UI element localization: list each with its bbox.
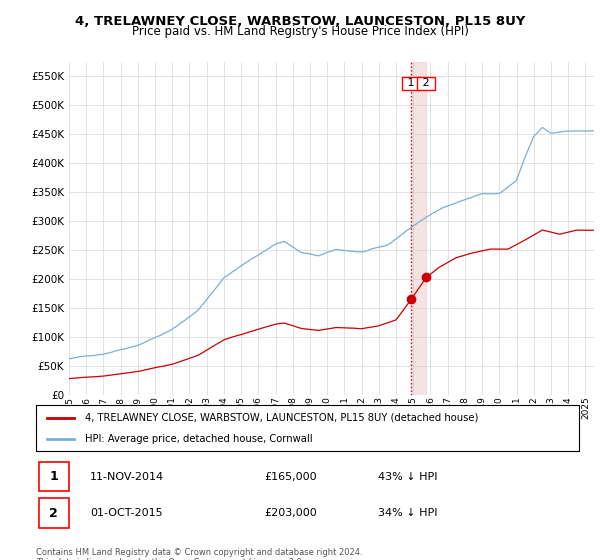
Text: 1: 1 [49, 470, 58, 483]
Text: £203,000: £203,000 [264, 508, 317, 518]
Text: 4, TRELAWNEY CLOSE, WARBSTOW, LAUNCESTON, PL15 8UY: 4, TRELAWNEY CLOSE, WARBSTOW, LAUNCESTON… [75, 15, 525, 27]
FancyBboxPatch shape [39, 462, 68, 491]
Text: 1: 1 [404, 78, 418, 88]
Text: 4, TRELAWNEY CLOSE, WARBSTOW, LAUNCESTON, PL15 8UY (detached house): 4, TRELAWNEY CLOSE, WARBSTOW, LAUNCESTON… [85, 413, 478, 423]
Text: 2: 2 [419, 78, 433, 88]
FancyBboxPatch shape [36, 405, 579, 451]
Text: 01-OCT-2015: 01-OCT-2015 [91, 508, 163, 518]
Text: £165,000: £165,000 [264, 472, 317, 482]
FancyBboxPatch shape [39, 498, 68, 528]
Text: HPI: Average price, detached house, Cornwall: HPI: Average price, detached house, Corn… [85, 435, 313, 444]
Text: 34% ↓ HPI: 34% ↓ HPI [378, 508, 437, 518]
Text: Contains HM Land Registry data © Crown copyright and database right 2024.
This d: Contains HM Land Registry data © Crown c… [36, 548, 362, 560]
Text: Price paid vs. HM Land Registry's House Price Index (HPI): Price paid vs. HM Land Registry's House … [131, 25, 469, 38]
Text: 2: 2 [49, 506, 58, 520]
Text: 43% ↓ HPI: 43% ↓ HPI [378, 472, 437, 482]
Bar [411, 62, 426, 395]
Text: 11-NOV-2014: 11-NOV-2014 [91, 472, 164, 482]
